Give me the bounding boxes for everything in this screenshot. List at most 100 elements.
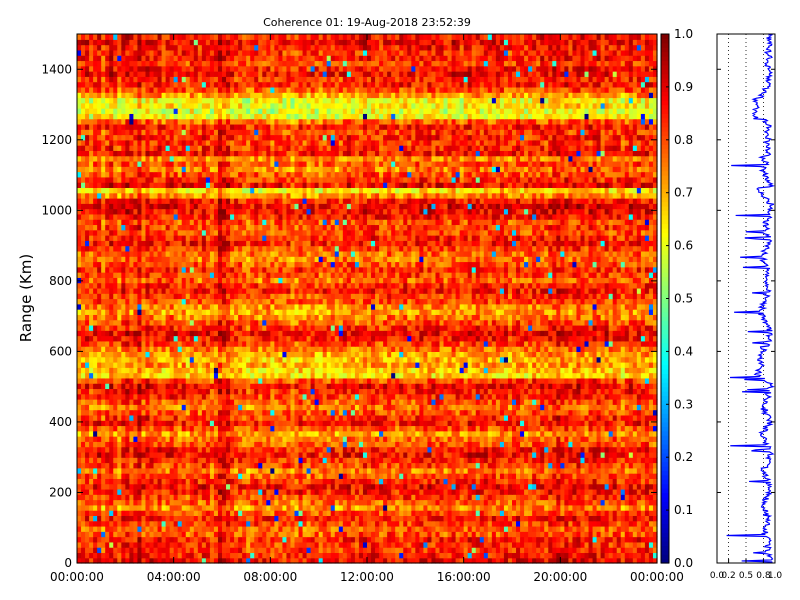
heatmap-cell [632, 388, 638, 395]
heatmap-cell [568, 547, 574, 554]
heatmap-cell [177, 441, 183, 448]
heatmap-cell [185, 451, 191, 458]
heatmap-cell [419, 515, 424, 522]
heatmap-cell [362, 494, 368, 501]
heatmap-cell [451, 377, 457, 384]
heatmap-cell [395, 504, 400, 511]
heatmap-cell [358, 536, 364, 543]
heatmap-cell [286, 504, 292, 511]
heatmap-cell [97, 547, 102, 554]
heatmap-cell [350, 552, 356, 559]
heatmap-cell [507, 393, 513, 400]
heatmap-cell [266, 473, 271, 479]
heatmap-cell [475, 441, 481, 448]
heatmap-cell [483, 478, 489, 485]
heatmap-cell [632, 451, 638, 458]
heatmap-cell [540, 494, 545, 501]
heatmap-cell [133, 425, 139, 432]
heatmap-cell [616, 557, 622, 564]
heatmap-cell [548, 446, 553, 453]
heatmap-cell [568, 383, 574, 390]
heatmap-cell [326, 399, 332, 405]
heatmap-cell [181, 414, 187, 421]
heatmap-cell [157, 436, 163, 442]
heatmap-cell [177, 483, 183, 490]
heatmap-cell [479, 436, 485, 442]
heatmap-cell [290, 446, 296, 453]
heatmap-cell [572, 520, 578, 527]
heatmap-cell [193, 510, 199, 516]
heatmap-cell [226, 409, 231, 416]
heatmap-cell [532, 510, 537, 516]
heatmap-cell [471, 499, 477, 506]
heatmap-cell [266, 462, 271, 469]
heatmap-cell [415, 446, 420, 453]
heatmap-cell [640, 531, 646, 538]
heatmap-cell [181, 462, 187, 469]
heatmap-cell [423, 557, 429, 564]
heatmap-cell [419, 430, 424, 437]
heatmap-cell [121, 399, 126, 405]
heatmap-cell [399, 430, 404, 437]
heatmap-cell [596, 510, 602, 516]
heatmap-cell [217, 541, 223, 548]
heatmap-cell [451, 462, 457, 469]
heatmap-cell [153, 520, 159, 527]
heatmap-cell [467, 483, 473, 490]
heatmap-cell [113, 473, 118, 479]
heatmap-cell [129, 436, 134, 442]
heatmap-cell [326, 483, 332, 490]
heatmap-cell [584, 478, 590, 485]
heatmap-cell [624, 483, 630, 490]
heatmap-cell [487, 451, 493, 458]
heatmap-cell [234, 393, 239, 400]
heatmap-cell [459, 441, 465, 448]
heatmap-cell [97, 478, 102, 485]
heatmap-cell [427, 520, 433, 527]
heatmap-cell [322, 473, 328, 479]
heatmap-cell [556, 547, 561, 554]
heatmap-cell [157, 467, 163, 474]
heatmap-cell [403, 393, 408, 400]
heatmap-cell [487, 488, 493, 495]
heatmap-cell [230, 383, 235, 390]
heatmap-cell [117, 552, 122, 559]
heatmap-cell [169, 446, 175, 453]
heatmap-cell [121, 467, 126, 474]
heatmap-cell [354, 557, 360, 564]
heatmap-cell [205, 393, 211, 400]
heatmap-cell [121, 451, 126, 458]
heatmap-cell [238, 520, 243, 527]
heatmap-cell [310, 409, 316, 416]
heatmap-cell [342, 547, 348, 554]
heatmap-cell [81, 462, 86, 469]
heatmap-cell [358, 425, 364, 432]
heatmap-cell [431, 541, 437, 548]
heatmap-cell [560, 525, 565, 532]
heatmap-cell [443, 504, 449, 511]
heatmap-cell [226, 393, 231, 400]
heatmap-cell [342, 552, 348, 559]
heatmap-cell [644, 531, 650, 538]
heatmap-cell [572, 393, 578, 400]
heatmap-cell [528, 383, 533, 390]
heatmap-cell [379, 425, 384, 432]
heatmap-cell [77, 504, 82, 511]
heatmap-cell [427, 467, 433, 474]
heatmap-cell [644, 420, 650, 427]
heatmap-cell [266, 425, 271, 432]
heatmap-cell [149, 494, 155, 501]
heatmap-cell [455, 557, 461, 564]
heatmap-cell [383, 425, 388, 432]
heatmap-cell [407, 467, 412, 474]
heatmap-cell [403, 473, 408, 479]
heatmap-cell [121, 494, 126, 501]
heatmap-cell [507, 404, 513, 411]
heatmap-cell [213, 462, 219, 469]
heatmap-cell [141, 547, 147, 554]
heatmap-cell [411, 414, 416, 421]
heatmap-cell [133, 547, 139, 554]
heatmap-cell [503, 494, 509, 501]
heatmap-cell [298, 420, 304, 427]
heatmap-cell [113, 388, 118, 395]
